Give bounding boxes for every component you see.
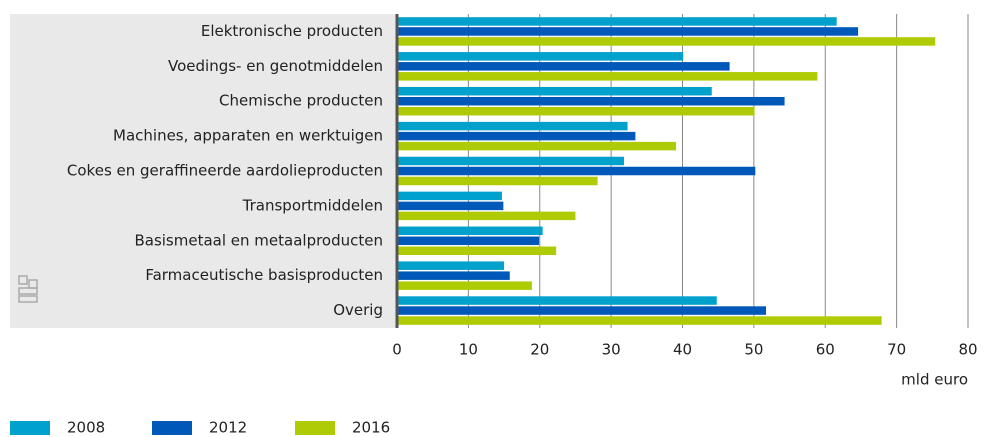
category-label: Voedings- en genotmiddelen	[168, 57, 383, 75]
category-label: Chemische producten	[219, 92, 383, 110]
label-panel	[10, 14, 397, 328]
category-label: Machines, apparaten en werktuigen	[113, 127, 383, 145]
x-tick-label: 80	[958, 341, 977, 359]
bar	[397, 316, 882, 325]
bar	[397, 106, 755, 116]
bar	[397, 246, 557, 256]
bar	[397, 121, 628, 131]
bar	[397, 281, 532, 290]
bar	[397, 296, 717, 305]
x-tick-label: 10	[459, 341, 478, 359]
bar	[397, 226, 543, 236]
category-label: Transportmiddelen	[242, 196, 383, 214]
x-tick-label: 50	[744, 341, 763, 359]
x-tick-label: 20	[530, 341, 549, 359]
category-label: Overig	[333, 301, 383, 319]
bar	[397, 236, 540, 246]
bar	[397, 27, 859, 36]
legend-swatch	[10, 421, 50, 435]
legend-swatch	[152, 421, 192, 435]
legend-label: 2016	[352, 419, 390, 437]
bar	[397, 52, 684, 61]
bar	[397, 166, 756, 176]
x-tick-label: 30	[602, 341, 621, 359]
bar	[397, 86, 712, 96]
x-axis-label: mld euro	[901, 371, 968, 389]
x-tick-label: 70	[887, 341, 906, 359]
bar	[397, 211, 576, 221]
legend-label: 2008	[67, 419, 105, 437]
category-label: Farmaceutische basisproducten	[145, 266, 383, 284]
bar	[397, 141, 677, 151]
category-label: Elektronische producten	[201, 22, 383, 40]
bar	[397, 96, 785, 106]
bar	[397, 72, 818, 81]
x-tick-label: 40	[673, 341, 692, 359]
category-label: Basismetaal en metaalproducten	[134, 231, 383, 249]
bar	[397, 131, 636, 141]
bar	[397, 201, 504, 211]
bar	[397, 37, 936, 46]
legend-label: 2012	[209, 419, 247, 437]
bar	[397, 17, 837, 26]
x-tick-label: 60	[816, 341, 835, 359]
bar	[397, 191, 502, 201]
category-label: Cokes en geraffineerde aardolieproducten	[67, 162, 383, 180]
bar	[397, 156, 624, 166]
bar	[397, 261, 505, 270]
bar	[397, 62, 730, 71]
legend-swatch	[295, 421, 335, 435]
x-tick-label: 0	[392, 341, 402, 359]
bar	[397, 306, 767, 315]
bar	[397, 176, 598, 186]
logo	[18, 275, 38, 303]
bar	[397, 271, 510, 280]
